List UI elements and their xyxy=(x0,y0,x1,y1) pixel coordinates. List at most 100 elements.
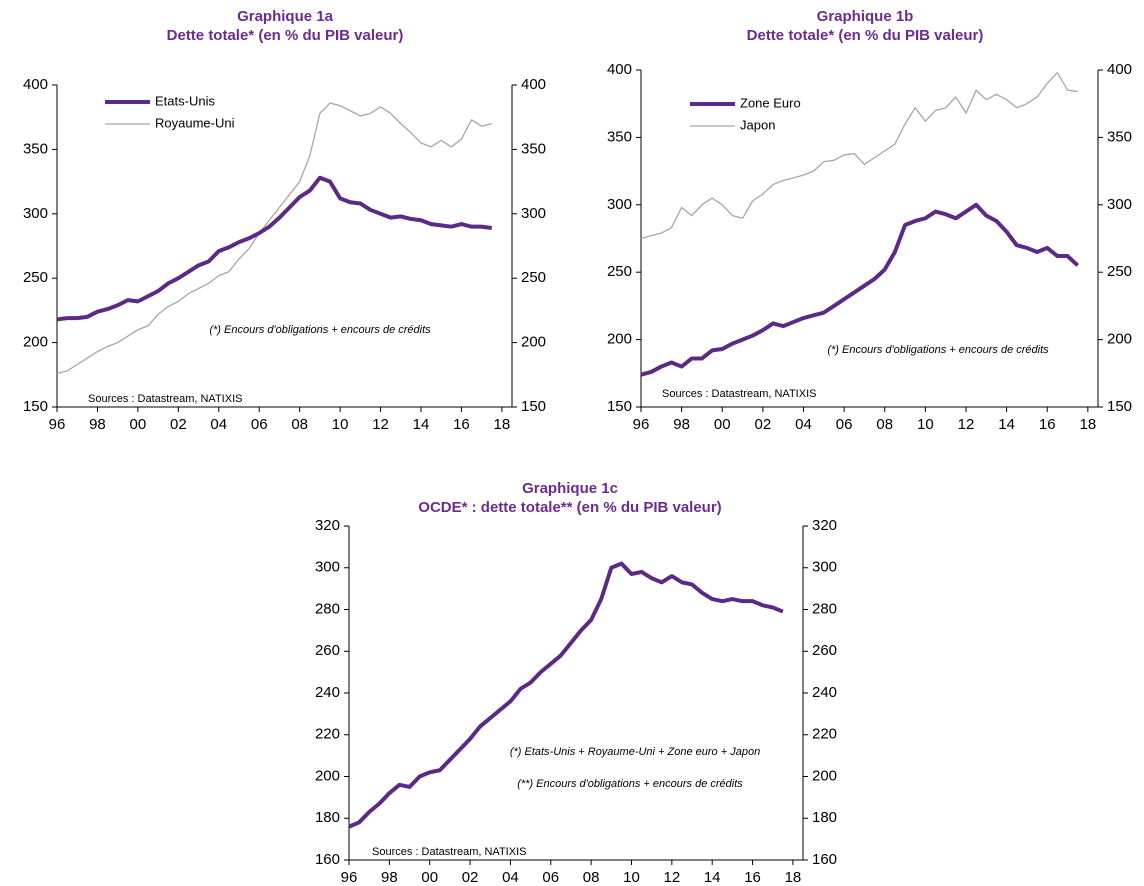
legend-label: Etats-Unis xyxy=(155,93,215,108)
y2-tick-label: 240 xyxy=(812,684,837,701)
x-tick-label: 14 xyxy=(413,416,430,433)
x-tick-label: 06 xyxy=(836,416,853,433)
y-tick-label: 400 xyxy=(23,76,48,93)
x-tick-label: 96 xyxy=(633,416,650,433)
y-tick-label: 300 xyxy=(315,559,340,576)
y2-tick-label: 250 xyxy=(521,269,546,286)
y2-tick-label: 220 xyxy=(812,726,837,743)
x-tick-label: 04 xyxy=(502,869,519,886)
x-tick-label: 02 xyxy=(462,869,479,886)
annotation: (*) Encours d'obligations + encours de c… xyxy=(209,324,431,336)
series-line xyxy=(640,72,1078,240)
series-line xyxy=(56,175,493,322)
y-tick-label: 200 xyxy=(23,334,48,351)
y2-tick-label: 300 xyxy=(1107,196,1132,213)
y-tick-label: 150 xyxy=(23,398,48,415)
y-tick-label: 250 xyxy=(607,263,632,280)
y-tick-label: 320 xyxy=(315,517,340,534)
x-tick-label: 02 xyxy=(755,416,772,433)
x-tick-label: 10 xyxy=(623,869,640,886)
chart-title: Graphique 1c xyxy=(522,480,618,497)
y2-tick-label: 300 xyxy=(812,559,837,576)
x-tick-label: 10 xyxy=(332,416,349,433)
annotation: Sources : Datastream, NATIXIS xyxy=(88,393,242,405)
annotation: (*) Encours d'obligations + encours de c… xyxy=(827,344,1049,356)
x-tick-label: 18 xyxy=(1080,416,1097,433)
x-tick-label: 12 xyxy=(664,869,681,886)
x-tick-label: 16 xyxy=(1039,416,1056,433)
y2-tick-label: 400 xyxy=(1107,61,1132,78)
x-tick-label: 98 xyxy=(381,869,398,886)
y2-tick-label: 200 xyxy=(521,334,546,351)
y2-tick-label: 280 xyxy=(812,600,837,617)
x-tick-label: 18 xyxy=(785,869,802,886)
x-tick-label: 04 xyxy=(210,416,227,433)
x-tick-label: 98 xyxy=(673,416,690,433)
y-tick-label: 180 xyxy=(315,809,340,826)
x-tick-label: 16 xyxy=(744,869,761,886)
annotation: (**) Encours d'obligations + encours de … xyxy=(517,778,743,790)
y-tick-label: 220 xyxy=(315,726,340,743)
y2-tick-label: 160 xyxy=(812,851,837,868)
y-tick-label: 200 xyxy=(607,331,632,348)
legend-label: Japon xyxy=(740,117,775,132)
y2-tick-label: 150 xyxy=(521,398,546,415)
x-tick-label: 08 xyxy=(876,416,893,433)
y-tick-label: 350 xyxy=(23,140,48,157)
y2-tick-label: 260 xyxy=(812,642,837,659)
x-tick-label: 16 xyxy=(453,416,470,433)
y-tick-label: 200 xyxy=(315,767,340,784)
series-line xyxy=(640,202,1080,377)
x-tick-label: 02 xyxy=(170,416,187,433)
x-tick-label: 00 xyxy=(714,416,731,433)
x-tick-label: 00 xyxy=(130,416,147,433)
x-tick-label: 04 xyxy=(795,416,812,433)
annotation: (*) Etats-Unis + Royaume-Uni + Zone euro… xyxy=(510,746,760,758)
chart-subtitle: Dette totale* (en % du PIB valeur) xyxy=(167,27,404,44)
y-tick-label: 350 xyxy=(607,128,632,145)
legend-label: Royaume-Uni xyxy=(155,115,235,130)
x-tick-label: 12 xyxy=(958,416,975,433)
y-tick-label: 300 xyxy=(23,205,48,222)
x-tick-label: 96 xyxy=(341,869,358,886)
chart-subtitle: Dette totale* (en % du PIB valeur) xyxy=(747,27,984,44)
series-line xyxy=(56,102,492,375)
chart-subtitle: OCDE* : dette totale** (en % du PIB vale… xyxy=(418,499,721,516)
x-tick-label: 06 xyxy=(542,869,559,886)
y-tick-label: 300 xyxy=(607,196,632,213)
series-line xyxy=(348,561,784,829)
x-tick-label: 12 xyxy=(372,416,389,433)
x-tick-label: 06 xyxy=(251,416,268,433)
x-tick-label: 96 xyxy=(49,416,66,433)
y2-tick-label: 350 xyxy=(1107,128,1132,145)
y2-tick-label: 400 xyxy=(521,76,546,93)
y2-tick-label: 200 xyxy=(812,767,837,784)
x-tick-label: 08 xyxy=(291,416,308,433)
x-tick-label: 08 xyxy=(583,869,600,886)
chart-title: Graphique 1a xyxy=(237,8,334,25)
y2-tick-label: 200 xyxy=(1107,331,1132,348)
x-tick-label: 14 xyxy=(704,869,721,886)
y2-tick-label: 180 xyxy=(812,809,837,826)
y2-tick-label: 150 xyxy=(1107,398,1132,415)
y2-tick-label: 320 xyxy=(812,517,837,534)
y2-tick-label: 350 xyxy=(521,140,546,157)
y2-tick-label: 300 xyxy=(521,205,546,222)
y-tick-label: 150 xyxy=(607,398,632,415)
x-tick-label: 98 xyxy=(89,416,106,433)
y-tick-label: 400 xyxy=(607,61,632,78)
x-tick-label: 10 xyxy=(917,416,934,433)
x-tick-label: 14 xyxy=(998,416,1015,433)
chart-title: Graphique 1b xyxy=(817,8,914,25)
y-tick-label: 160 xyxy=(315,851,340,868)
x-tick-label: 18 xyxy=(494,416,511,433)
y-tick-label: 280 xyxy=(315,600,340,617)
annotation: Sources : Datastream, NATIXIS xyxy=(372,846,526,858)
legend-label: Zone Euro xyxy=(740,95,801,110)
x-tick-label: 00 xyxy=(421,869,438,886)
y-tick-label: 250 xyxy=(23,269,48,286)
y2-tick-label: 250 xyxy=(1107,263,1132,280)
y-tick-label: 260 xyxy=(315,642,340,659)
annotation: Sources : Datastream, NATIXIS xyxy=(662,388,816,400)
